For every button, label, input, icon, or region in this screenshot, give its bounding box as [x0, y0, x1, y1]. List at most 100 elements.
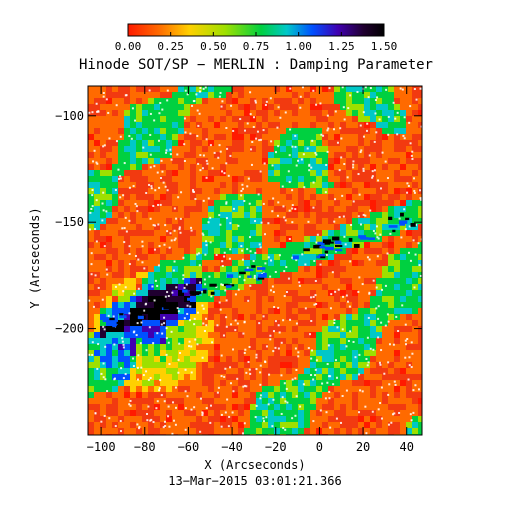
- heatmap-speckle: [277, 106, 280, 109]
- heatmap-cell: [118, 164, 124, 170]
- heatmap-cell: [316, 236, 322, 242]
- heatmap-cell: [310, 182, 316, 188]
- heatmap-speckle: [96, 162, 99, 165]
- heatmap-cell: [310, 272, 316, 278]
- heatmap-cell: [220, 188, 226, 194]
- heatmap-speckle: [403, 208, 406, 211]
- heatmap-cell: [214, 344, 220, 350]
- heatmap-speckle: [103, 328, 106, 331]
- heatmap-speckle: [218, 144, 221, 147]
- heatmap-cell: [400, 332, 406, 338]
- heatmap-speckle: [107, 111, 110, 114]
- heatmap-cell: [268, 86, 274, 92]
- heatmap-speckle: [412, 411, 415, 414]
- heatmap-cell: [112, 260, 118, 266]
- heatmap-cell: [196, 368, 202, 374]
- heatmap-cell: [124, 320, 130, 326]
- heatmap-cell: [370, 212, 376, 218]
- heatmap-speckle: [141, 261, 144, 264]
- heatmap-cell: [202, 272, 208, 278]
- heatmap-cell: [208, 326, 214, 332]
- heatmap-cell: [244, 224, 250, 230]
- heatmap-cell: [250, 194, 256, 200]
- heatmap-cell: [256, 404, 262, 410]
- heatmap-cell: [172, 278, 178, 284]
- heatmap-cell: [352, 428, 358, 434]
- heatmap-cell: [262, 230, 268, 236]
- heatmap-cell: [154, 260, 160, 266]
- heatmap-cell: [334, 110, 340, 116]
- heatmap-cell: [220, 344, 226, 350]
- heatmap-cell: [130, 416, 136, 422]
- heatmap-cell: [130, 308, 136, 314]
- heatmap-cell: [244, 140, 250, 146]
- heatmap-cell: [340, 428, 346, 434]
- heatmap-cell: [94, 140, 100, 146]
- heatmap-cell: [178, 362, 184, 368]
- y-tick-label: −200: [55, 322, 84, 336]
- heatmap-cell: [220, 122, 226, 128]
- heatmap-cell: [328, 392, 334, 398]
- heatmap-cell: [100, 170, 106, 176]
- heatmap-cell: [160, 86, 166, 92]
- heatmap-cell: [166, 128, 172, 134]
- heatmap-cell: [100, 92, 106, 98]
- heatmap-speckle: [295, 164, 298, 167]
- heatmap-speckle: [101, 298, 104, 301]
- heatmap-cell: [256, 398, 262, 404]
- heatmap-cell: [148, 272, 154, 278]
- x-tick-label: −60: [178, 440, 200, 454]
- heatmap-speckle: [394, 117, 397, 120]
- heatmap-cell: [238, 362, 244, 368]
- heatmap-speckle: [182, 277, 185, 280]
- heatmap-cell: [220, 350, 226, 356]
- heatmap-cell: [400, 116, 406, 122]
- heatmap-cell: [280, 416, 286, 422]
- heatmap-speckle: [108, 137, 111, 140]
- heatmap-speckle: [412, 389, 415, 392]
- heatmap-cell: [382, 134, 388, 140]
- heatmap-cell: [280, 368, 286, 374]
- heatmap-cell: [94, 308, 100, 314]
- heatmap-speckle: [333, 318, 336, 321]
- heatmap-cell: [352, 164, 358, 170]
- heatmap-cell: [340, 350, 346, 356]
- heatmap-cell: [214, 98, 220, 104]
- heatmap-cell: [202, 314, 208, 320]
- heatmap-cell: [250, 386, 256, 392]
- heatmap-speckle: [326, 150, 329, 153]
- heatmap-speckle: [124, 373, 127, 376]
- heatmap-cell: [382, 266, 388, 272]
- heatmap-cell: [274, 386, 280, 392]
- heatmap-speckle: [149, 133, 152, 136]
- heatmap-cell: [148, 146, 154, 152]
- heatmap-speckle: [255, 368, 258, 371]
- heatmap-cell: [208, 284, 214, 290]
- heatmap-speckle: [199, 430, 202, 433]
- heatmap-cell: [226, 218, 232, 224]
- heatmap-speckle: [230, 104, 233, 107]
- heatmap-cell: [118, 338, 124, 344]
- heatmap-cell: [100, 410, 106, 416]
- heatmap-cell: [214, 158, 220, 164]
- heatmap-cell: [418, 362, 422, 368]
- heatmap-cell: [364, 224, 370, 230]
- heatmap-cell: [232, 260, 238, 266]
- heatmap-cell: [178, 296, 184, 302]
- heatmap-cell: [202, 392, 208, 398]
- heatmap-cell: [310, 266, 316, 272]
- heatmap-cell: [412, 314, 418, 320]
- heatmap-cell: [268, 170, 274, 176]
- heatmap-speckle: [176, 153, 179, 156]
- heatmap-speckle: [252, 260, 255, 263]
- heatmap-cell: [244, 98, 250, 104]
- heatmap-cell: [226, 170, 232, 176]
- heatmap-speckle: [256, 130, 259, 133]
- heatmap-cell: [334, 128, 340, 134]
- heatmap-cell: [346, 260, 352, 266]
- heatmap-speckle: [134, 202, 137, 205]
- heatmap-cell: [310, 188, 316, 194]
- heatmap-speckle: [271, 425, 274, 428]
- heatmap-cell: [130, 284, 136, 290]
- heatmap-speckle: [241, 187, 244, 190]
